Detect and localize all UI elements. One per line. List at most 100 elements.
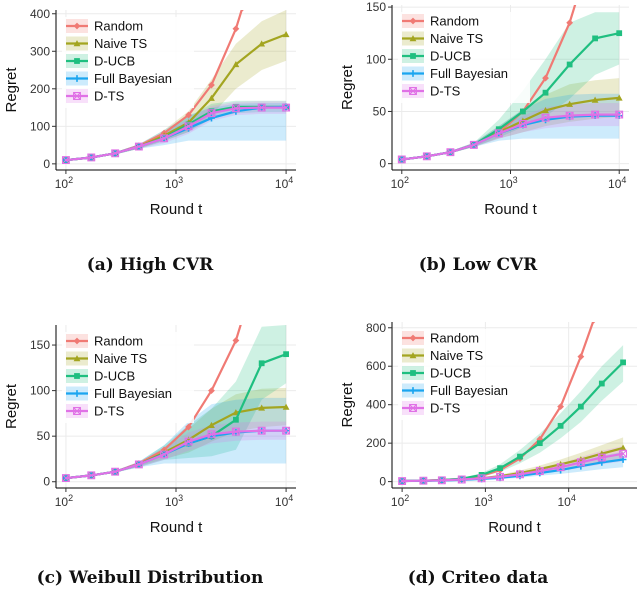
data-point <box>208 108 215 115</box>
legend-marker <box>73 40 81 47</box>
legend-marker <box>410 370 416 376</box>
legend: Random Naive TS D-UCB Full Bayesian D-TS <box>62 332 194 423</box>
y-tick-label: 600 <box>366 359 386 373</box>
legend-box <box>398 329 530 420</box>
data-point <box>542 74 549 82</box>
data-point <box>282 403 290 410</box>
ribbon-2 <box>65 325 287 479</box>
data-point <box>231 427 240 436</box>
legend-box <box>62 332 194 423</box>
legend-marker <box>409 404 417 412</box>
data-point <box>437 476 446 485</box>
data-point <box>282 30 290 38</box>
data-point <box>556 463 565 472</box>
x-tick-label: 104 <box>275 175 293 191</box>
data-point <box>208 387 215 395</box>
data-point <box>566 100 574 107</box>
series-line-4 <box>65 429 287 480</box>
data-point <box>257 426 266 435</box>
data-point <box>233 416 239 423</box>
legend-marker <box>409 17 417 25</box>
legend-label: Naive TS <box>430 348 484 363</box>
ribbon-1 <box>65 387 287 479</box>
data-point <box>557 403 565 411</box>
data-point <box>576 458 585 467</box>
legend-marker <box>73 22 81 30</box>
data-point <box>619 444 627 451</box>
data-point <box>185 121 192 128</box>
data-point <box>592 322 596 324</box>
y-axis-title: Regret <box>339 382 356 428</box>
data-point <box>566 19 574 27</box>
data-point <box>185 111 192 119</box>
data-point <box>232 337 240 344</box>
data-point <box>207 109 216 118</box>
data-point <box>591 96 599 103</box>
data-point <box>134 460 143 469</box>
legend-label: Full Bayesian <box>94 71 172 86</box>
data-point <box>61 474 70 483</box>
data-point <box>542 89 549 96</box>
series-line-4 <box>65 106 287 162</box>
legend-label: D-UCB <box>430 49 471 64</box>
data-point <box>87 471 96 480</box>
ribbon-4 <box>65 421 287 479</box>
data-point <box>258 40 266 47</box>
x-tick-label: 102 <box>55 493 73 509</box>
data-point <box>469 140 478 149</box>
chart-panel-1: 0 100 200 300 400 102 103 104 Round t Regret Rando… <box>3 7 296 275</box>
legend-marker <box>409 70 417 77</box>
y-tick-label: 100 <box>30 384 50 398</box>
data-point <box>232 61 240 68</box>
y-tick-label: 0 <box>379 157 386 171</box>
plot-area <box>61 325 291 483</box>
data-point <box>134 142 143 151</box>
legend-marker <box>73 355 81 362</box>
data-point <box>208 114 215 122</box>
data-point <box>577 353 585 361</box>
x-tick-label: 104 <box>275 493 293 509</box>
plot-area <box>397 5 624 164</box>
data-point <box>598 450 606 457</box>
data-point <box>185 423 192 431</box>
legend-marker <box>74 373 80 379</box>
y-tick-label: 150 <box>366 0 386 14</box>
legend-label: D-TS <box>94 404 125 419</box>
data-point <box>111 149 120 158</box>
legend: Random Naive TS D-UCB Full Bayesian D-TS <box>398 12 530 103</box>
legend-label: Full Bayesian <box>430 66 508 81</box>
data-point <box>232 25 240 33</box>
x-tick-label: 104 <box>557 493 575 509</box>
data-point <box>620 359 626 366</box>
data-point <box>208 94 215 101</box>
data-point <box>592 35 598 42</box>
chart-caption: (b) Low CVR <box>419 255 538 275</box>
data-point <box>495 126 502 133</box>
data-point <box>598 458 606 466</box>
legend-marker <box>409 334 417 342</box>
chart-panel-3: 0 50 100 150 102 103 104 Round t Regret Random Nai… <box>3 325 296 588</box>
y-axis-title: Regret <box>3 383 20 429</box>
data-point <box>231 104 240 113</box>
data-point <box>282 103 291 112</box>
data-point <box>535 467 544 475</box>
data-point <box>575 5 577 6</box>
x-axis-title: Round t <box>150 201 203 218</box>
data-point <box>419 476 428 485</box>
y-tick-label: 150 <box>30 338 50 352</box>
legend-label: Random <box>430 14 479 29</box>
data-point <box>565 111 574 120</box>
data-point <box>160 134 169 143</box>
data-point <box>541 113 550 122</box>
ribbon-2 <box>401 12 620 161</box>
y-tick-label: 300 <box>30 44 50 58</box>
legend-label: D-UCB <box>94 54 135 69</box>
legend-label: Naive TS <box>430 31 484 46</box>
legend-marker <box>74 58 80 64</box>
data-point <box>283 351 289 358</box>
data-point <box>422 152 431 161</box>
legend-marker <box>73 390 81 397</box>
legend-marker <box>73 92 81 100</box>
y-axis-title: Regret <box>339 64 356 110</box>
legend-label: D-TS <box>430 84 461 99</box>
